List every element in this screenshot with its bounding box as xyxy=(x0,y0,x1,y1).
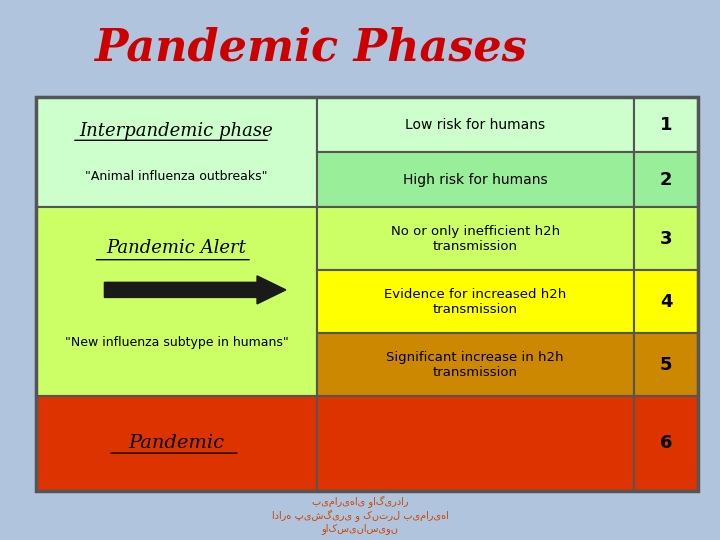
Text: Significant increase in h2h
transmission: Significant increase in h2h transmission xyxy=(387,350,564,379)
Text: Evidence for increased h2h
transmission: Evidence for increased h2h transmission xyxy=(384,288,567,316)
Text: Low risk for humans: Low risk for humans xyxy=(405,118,545,132)
Text: بیماریهای واگیردار
اداره پیشگیری و کنترل بیماریها
واکسیناسیون: بیماریهای واگیردار اداره پیشگیری و کنترل… xyxy=(271,495,449,535)
Text: 5: 5 xyxy=(660,356,672,374)
Text: Pandemic Alert: Pandemic Alert xyxy=(107,239,246,257)
FancyArrow shape xyxy=(104,276,286,304)
Text: "Animal influenza outbreaks": "Animal influenza outbreaks" xyxy=(85,170,268,183)
FancyBboxPatch shape xyxy=(634,207,698,270)
Text: Pandemic Phases: Pandemic Phases xyxy=(94,27,526,70)
Text: Pandemic: Pandemic xyxy=(128,435,225,453)
FancyBboxPatch shape xyxy=(317,97,634,152)
FancyBboxPatch shape xyxy=(317,270,634,333)
FancyBboxPatch shape xyxy=(634,333,698,396)
Text: 3: 3 xyxy=(660,230,672,248)
FancyBboxPatch shape xyxy=(36,396,317,491)
FancyBboxPatch shape xyxy=(634,396,698,491)
FancyBboxPatch shape xyxy=(634,152,698,207)
FancyBboxPatch shape xyxy=(317,396,634,491)
Text: Interpandemic phase: Interpandemic phase xyxy=(79,122,274,140)
Text: 4: 4 xyxy=(660,293,672,310)
FancyBboxPatch shape xyxy=(634,97,698,152)
FancyBboxPatch shape xyxy=(317,152,634,207)
Text: 6: 6 xyxy=(660,435,672,453)
Text: No or only inefficient h2h
transmission: No or only inefficient h2h transmission xyxy=(391,225,559,253)
FancyBboxPatch shape xyxy=(36,207,317,396)
Text: 1: 1 xyxy=(660,116,672,133)
Text: High risk for humans: High risk for humans xyxy=(403,173,547,187)
FancyBboxPatch shape xyxy=(317,333,634,396)
FancyBboxPatch shape xyxy=(36,97,317,207)
Text: 2: 2 xyxy=(660,171,672,188)
FancyBboxPatch shape xyxy=(317,207,634,270)
Text: "New influenza subtype in humans": "New influenza subtype in humans" xyxy=(65,336,288,349)
FancyBboxPatch shape xyxy=(634,270,698,333)
